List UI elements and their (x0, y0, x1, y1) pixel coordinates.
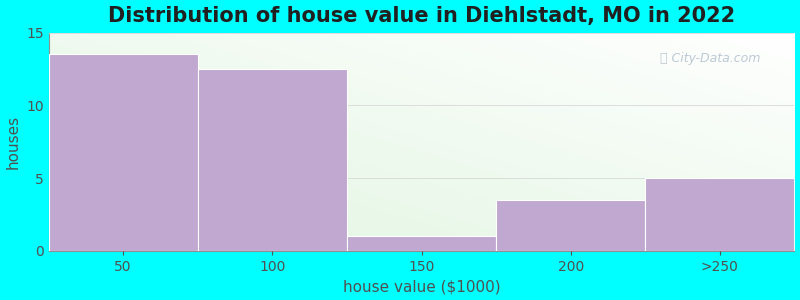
Title: Distribution of house value in Diehlstadt, MO in 2022: Distribution of house value in Diehlstad… (108, 6, 735, 26)
Bar (49, 55, 198, 251)
Text: Ⓣ City-Data.com: Ⓣ City-Data.com (660, 52, 761, 65)
Bar (347, 236, 496, 251)
Bar (198, 69, 347, 251)
Y-axis label: houses: houses (6, 115, 21, 169)
Bar (646, 178, 794, 251)
Bar (496, 200, 646, 251)
X-axis label: house value ($1000): house value ($1000) (342, 279, 500, 294)
